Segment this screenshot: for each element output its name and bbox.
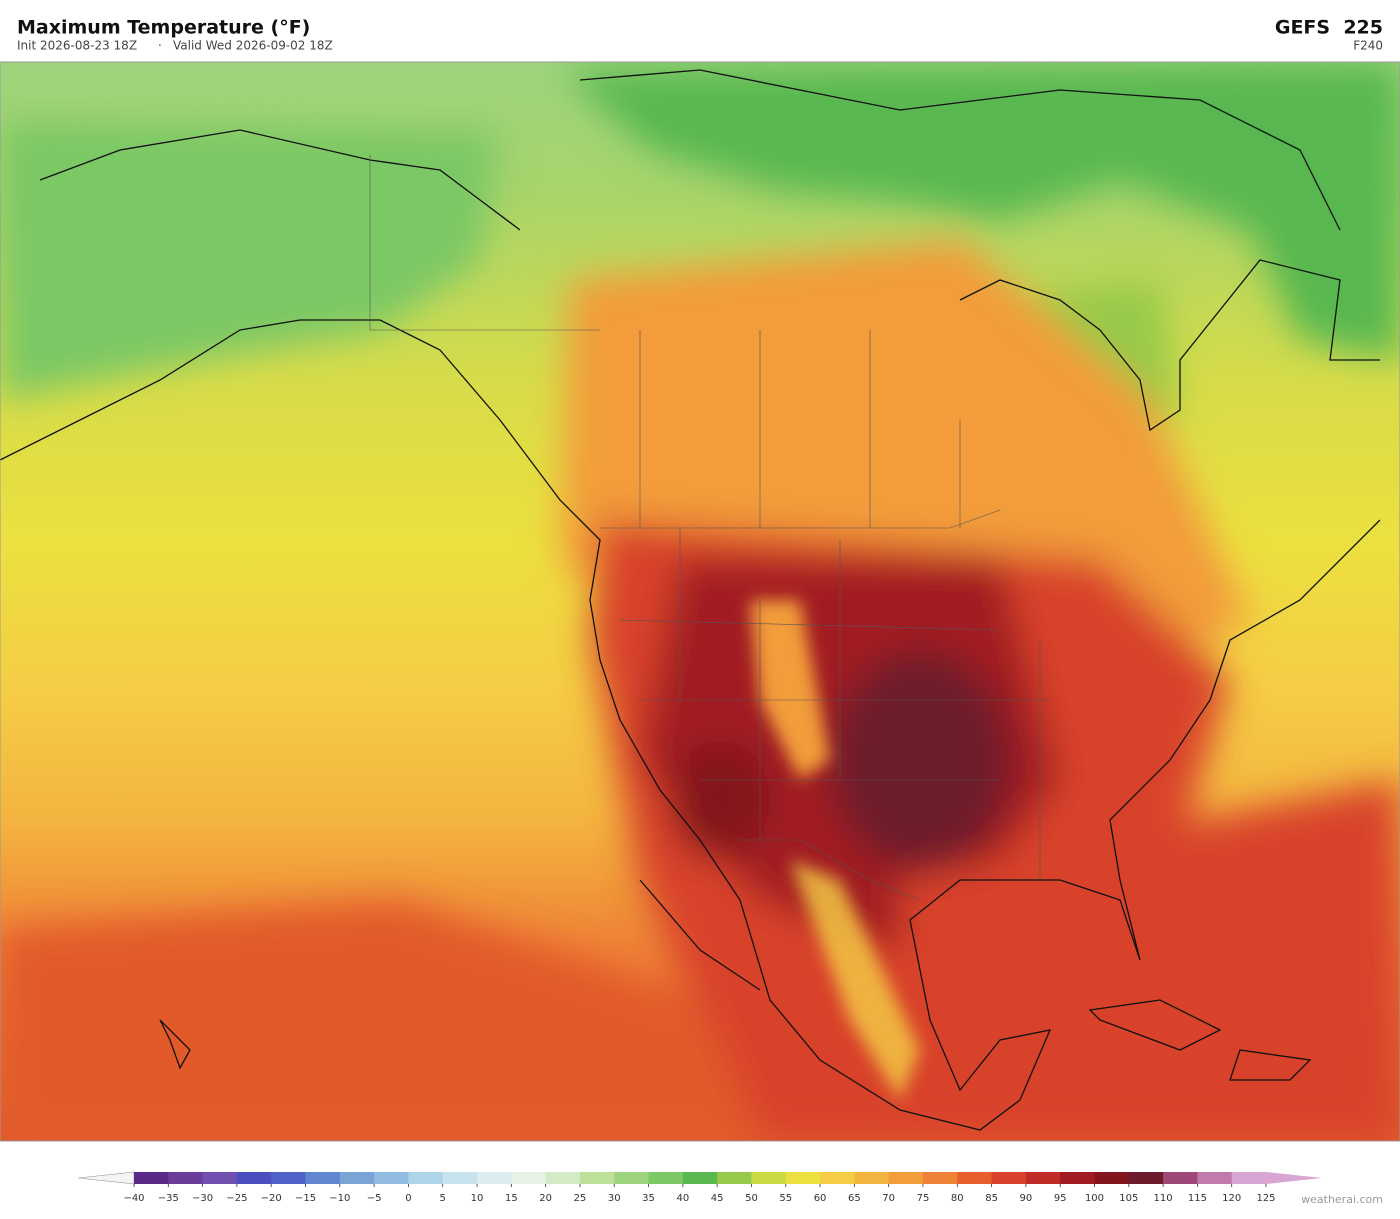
colorbar-over (1266, 1172, 1322, 1184)
colorbar-tick-label: 25 (574, 1193, 587, 1204)
valid-time: Valid Wed 2026-09-02 18Z (173, 39, 333, 53)
colorbar-segment (271, 1172, 307, 1184)
colorbar-segment (717, 1172, 752, 1184)
colorbar-tick-label: 115 (1188, 1193, 1207, 1204)
model: GEFS 225 (1275, 17, 1383, 39)
colorbar-tick-label: 5 (440, 1193, 446, 1204)
colorbar-segment (614, 1172, 650, 1184)
colorbar-segment (579, 1172, 615, 1184)
colorbar-tick-label: 105 (1119, 1193, 1138, 1204)
colorbar-segment (202, 1172, 238, 1184)
colorbar-segment (785, 1172, 821, 1184)
colorbar-tick-label: −20 (261, 1193, 282, 1204)
borders (369, 155, 1050, 901)
colorbar-segment (1231, 1172, 1267, 1184)
colorbar-tick-label: −35 (158, 1193, 179, 1204)
colorbar-tick-label: 50 (745, 1193, 758, 1204)
colorbar-segment (477, 1172, 512, 1184)
colorbar-tick-label: 75 (917, 1193, 930, 1204)
colorbar-tick-label: 35 (642, 1193, 655, 1204)
colorbar-segment (134, 1172, 169, 1184)
colorbar-segment (1094, 1172, 1130, 1184)
colorbar-tick-label: −30 (192, 1193, 213, 1204)
colorbar-tick-label: −10 (329, 1193, 350, 1204)
colorbar-tick-label: 30 (608, 1193, 621, 1204)
colorbar-segment (511, 1172, 547, 1184)
colorbar-tick-label: 90 (1020, 1193, 1033, 1204)
colorbar-segment (854, 1172, 890, 1184)
colorbar-tick-label: 80 (951, 1193, 964, 1204)
header: Maximum Temperature (°F) Init 2026-08-23… (17, 17, 1383, 53)
colorbar-segment (1197, 1172, 1233, 1184)
colorbar-tick-label: 120 (1222, 1193, 1241, 1204)
colorbar-segment (545, 1172, 581, 1184)
map (0, 62, 1400, 1141)
colorbar-under (77, 1171, 135, 1185)
colorbar-segment (305, 1172, 341, 1184)
colorbar-tick-label: 110 (1154, 1193, 1173, 1204)
colorbar-segment (236, 1172, 272, 1184)
colorbar-segment (991, 1172, 1027, 1184)
colorbar-segment (1163, 1172, 1198, 1184)
colorbar-tick-label: 95 (1054, 1193, 1067, 1204)
colorbar-segment (682, 1172, 718, 1184)
colorbar-segment (648, 1172, 684, 1184)
forecast-hour: F240 (1353, 39, 1383, 53)
colorbar-tick-label: 40 (676, 1193, 689, 1204)
colorbar-segment (339, 1172, 375, 1184)
colorbar-segment (1060, 1172, 1095, 1184)
colorbar-segment (922, 1172, 958, 1184)
temperature-field (0, 62, 1400, 1141)
colorbar-tick-label: 10 (471, 1193, 484, 1204)
colorbar-tick-label: 15 (505, 1193, 518, 1204)
colorbar-tick-label: 85 (985, 1193, 998, 1204)
colorbar-segment (374, 1172, 409, 1184)
colorbar-tick-label: −5 (367, 1193, 382, 1204)
colorbar-tick-label: 65 (848, 1193, 861, 1204)
colorbar-tick-label: 20 (539, 1193, 552, 1204)
colorbar: −40 −35 −30 −25 −20 −15 −10 −5 0 5 10 15 20 25 30 35 40 4… (77, 1171, 1322, 1204)
colorbar-segment (442, 1172, 478, 1184)
colorbar-segment (168, 1172, 204, 1184)
colorbar-segment (408, 1172, 444, 1184)
colorbar-segment (1025, 1172, 1061, 1184)
colorbar-segment (820, 1172, 855, 1184)
credit: weatherai.com (1301, 1193, 1383, 1206)
terrain-detail (750, 600, 920, 1100)
colorbar-segment (888, 1172, 924, 1184)
colorbar-segment (751, 1172, 787, 1184)
colorbar-tick-label: −25 (226, 1193, 247, 1204)
colorbar-segment (957, 1172, 993, 1184)
init-time: Init 2026-08-23 18Z (17, 39, 137, 53)
colorbar-tick-label: −40 (123, 1193, 144, 1204)
separator: · (158, 39, 162, 53)
colorbar-tick-label: 55 (779, 1193, 792, 1204)
colorbar-tick-label: 0 (405, 1193, 411, 1204)
colorbar-tick-label: 100 (1085, 1193, 1104, 1204)
map-frame (0, 61, 1400, 1142)
colorbar-segment (1128, 1172, 1164, 1184)
colorbar-tick-label: 45 (711, 1193, 724, 1204)
colorbar-tick-label: 70 (882, 1193, 895, 1204)
colorbar-tick-label: 125 (1256, 1193, 1275, 1204)
title: Maximum Temperature (°F) (17, 17, 310, 39)
colorbar-tick-label: −15 (295, 1193, 316, 1204)
colorbar-tick-label: 60 (814, 1193, 827, 1204)
